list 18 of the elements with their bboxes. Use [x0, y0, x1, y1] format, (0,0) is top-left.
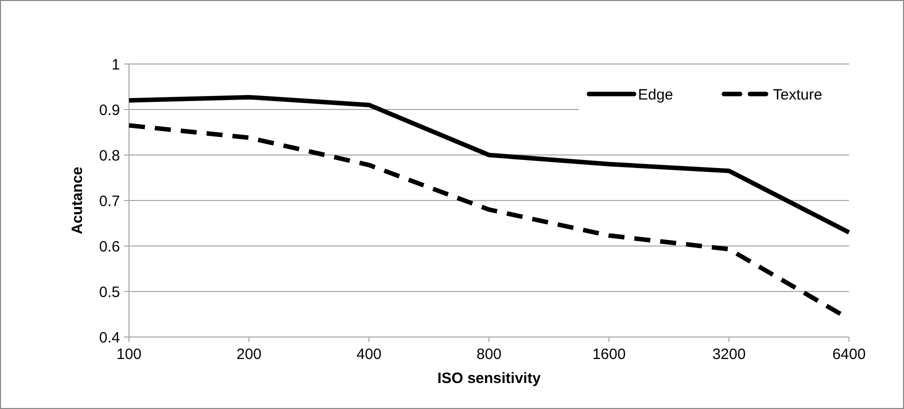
x-tick-label: 1600: [592, 346, 626, 363]
y-tick-label: 1: [112, 56, 120, 74]
y-axis-title: Acutance: [69, 166, 86, 234]
y-tick-label: 0.4: [99, 329, 120, 346]
y-tick-label: 0.6: [99, 238, 120, 256]
x-tick-label: 200: [236, 346, 262, 363]
x-tick-label: 100: [116, 346, 142, 363]
legend-label: Edge: [638, 86, 674, 104]
x-tick-label: 800: [476, 346, 502, 363]
y-tick-label: 0.5: [99, 284, 120, 301]
legend-label: Texture: [773, 86, 822, 104]
x-axis-title: ISO sensitivity: [437, 370, 542, 387]
y-tick-label: 0.9: [99, 102, 120, 119]
x-tick-label: 6400: [832, 346, 866, 363]
x-tick-label: 400: [356, 346, 382, 363]
y-tick-label: 0.7: [99, 192, 120, 210]
y-tick-label: 0.8: [99, 147, 120, 164]
x-tick-label: 3200: [712, 346, 746, 363]
